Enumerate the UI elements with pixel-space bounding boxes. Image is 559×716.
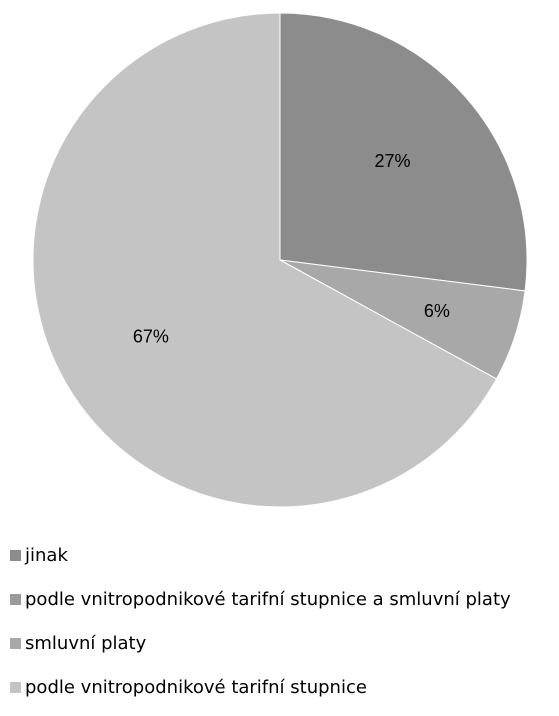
legend-item-tarif: podle vnitropodnikové tarifní stupnice [10,672,555,702]
legend-item-smluvni-platy: smluvní platy [10,628,555,658]
legend-label: jinak [25,544,68,566]
legend: jinak podle vnitropodnikové tarifní stup… [10,540,555,716]
pie-slice [32,12,498,508]
legend-swatch [10,549,21,561]
legend-label: podle vnitropodnikové tarifní stupnice [25,676,367,698]
pie-chart: 27% 6% 67% [32,12,528,508]
legend-label: podle vnitropodnikové tarifní stupnice a… [25,588,511,610]
pie-slice [279,12,528,292]
slice-data-label: 6% [424,301,450,321]
legend-swatch [10,637,21,649]
slice-data-label: 67% [133,326,169,346]
slice-data-label: 27% [375,151,411,171]
legend-swatch [10,681,21,693]
legend-item-tarif-a-smluvni: podle vnitropodnikové tarifní stupnice a… [10,584,555,614]
legend-item-jinak: jinak [10,540,555,570]
legend-swatch [10,593,21,605]
legend-label: smluvní platy [25,632,147,654]
